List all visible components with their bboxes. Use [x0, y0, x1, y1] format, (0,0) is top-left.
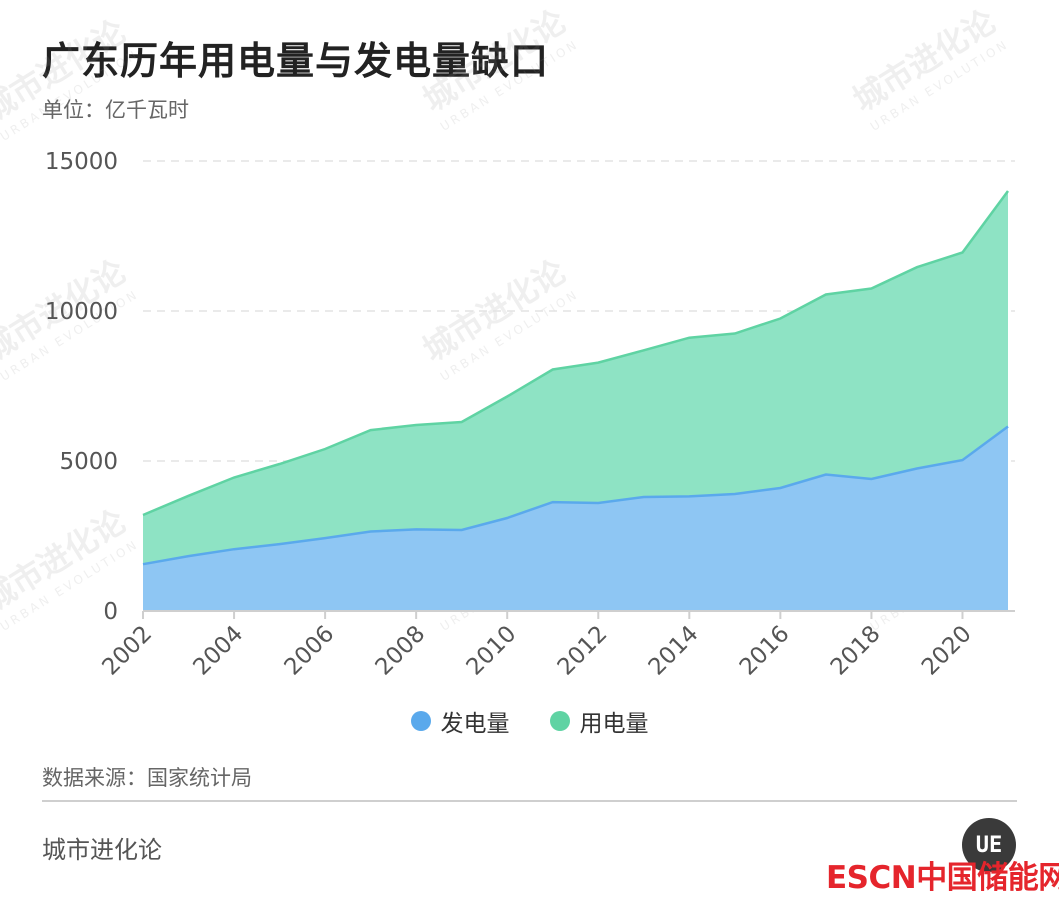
legend-item-consumption[interactable]: 用电量	[549, 704, 649, 738]
area-layer	[142, 190, 1010, 611]
legend-label-generation: 发电量	[440, 711, 510, 737]
legend-label-consumption: 用电量	[579, 711, 649, 737]
x-tick-label-2020: 2020	[917, 621, 977, 681]
x-tick-label-2006: 2006	[280, 621, 340, 681]
brand-badge-icon: UE	[962, 818, 1016, 872]
footer-divider	[42, 800, 1017, 802]
y-tick-label-0: 0	[103, 599, 118, 625]
x-tick-label-2002: 2002	[97, 621, 157, 681]
brand-name: 城市进化论	[42, 836, 162, 864]
legend-item-generation[interactable]: 发电量	[410, 704, 510, 738]
y-tick-label-10000: 10000	[45, 299, 118, 325]
y-tick-label-5000: 5000	[59, 449, 118, 475]
legend-marker-consumption	[549, 711, 570, 731]
x-tick-label-2012: 2012	[553, 621, 613, 681]
x-tick-label-2016: 2016	[735, 621, 795, 681]
y-tick-label-15000: 15000	[45, 149, 118, 175]
data-source: 数据来源：国家统计局	[42, 766, 252, 790]
unit-label: 单位：亿千瓦时	[42, 98, 189, 122]
x-tick-label-2004: 2004	[189, 621, 249, 681]
line-generation	[142, 425, 1009, 566]
line-consumption	[142, 190, 1010, 517]
area-generation	[143, 426, 1008, 611]
x-tick-label-2014: 2014	[644, 621, 704, 681]
legend-marker-generation	[410, 711, 431, 731]
legend: 发电量 用电量	[0, 704, 1059, 738]
escn-logo: ESCN中国储能网	[826, 860, 1059, 896]
chart-title: 广东历年用电量与发电量缺口	[42, 39, 550, 83]
x-tick-label-2010: 2010	[462, 621, 522, 681]
x-tick-label-2008: 2008	[371, 621, 431, 681]
